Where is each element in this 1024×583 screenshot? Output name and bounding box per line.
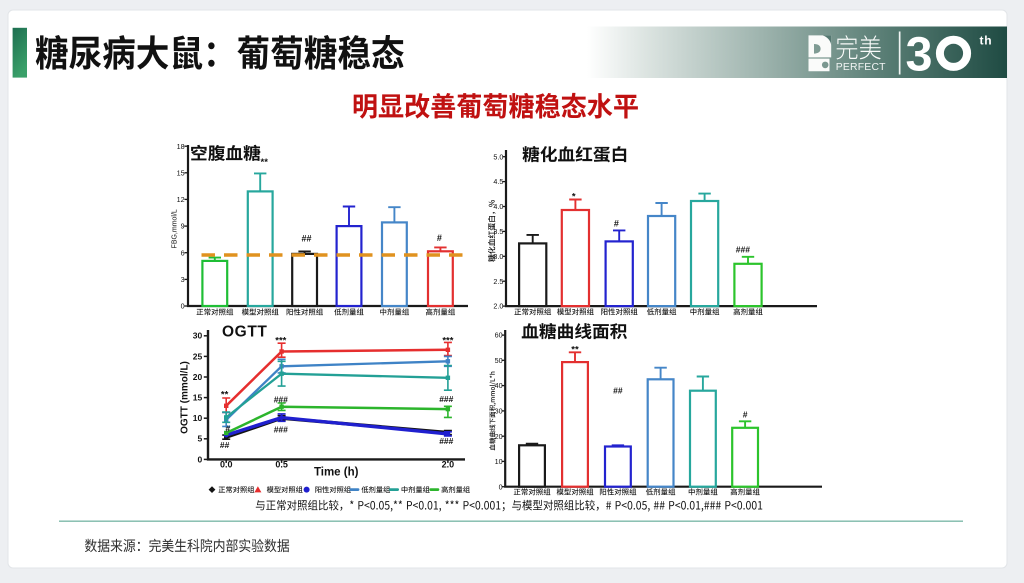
svg-text:OGTT (mmol/L): OGTT (mmol/L) (180, 361, 191, 434)
svg-text:60: 60 (495, 331, 503, 340)
svg-text:0.0: 0.0 (220, 460, 233, 470)
svg-text:*: * (572, 192, 576, 203)
svg-text:**: ** (261, 157, 269, 168)
svg-text:4.5: 4.5 (493, 177, 503, 186)
svg-text:0: 0 (499, 482, 503, 491)
svg-text:***: *** (275, 336, 286, 347)
svg-text:***: *** (442, 336, 453, 347)
svg-text:###: ### (274, 424, 288, 434)
svg-text:0: 0 (197, 454, 202, 464)
svg-text:#: # (437, 233, 442, 243)
svg-text:###: ### (736, 245, 750, 255)
svg-text:2.5: 2.5 (493, 277, 503, 286)
svg-text:2.0: 2.0 (442, 460, 455, 470)
svg-text:#: # (614, 219, 619, 229)
svg-text:6: 6 (181, 248, 185, 257)
svg-text:**: ** (571, 345, 579, 356)
svg-text:30: 30 (193, 331, 203, 341)
svg-text:10: 10 (193, 413, 203, 423)
svg-text:20: 20 (193, 372, 203, 382)
svg-text:30: 30 (495, 407, 503, 416)
svg-text:15: 15 (193, 393, 203, 403)
svg-text:FBG,mmol/L: FBG,mmol/L (172, 209, 179, 248)
svg-text:###: ### (274, 395, 288, 405)
svg-text:2.0: 2.0 (493, 302, 503, 311)
svg-text:##: ## (613, 386, 623, 396)
svg-text:4.0: 4.0 (493, 202, 503, 211)
svg-text:9: 9 (181, 222, 185, 231)
svg-text:3: 3 (906, 28, 933, 82)
svg-text:50: 50 (495, 356, 503, 365)
svg-text:3: 3 (181, 275, 185, 284)
svg-text:25: 25 (193, 351, 203, 361)
svg-text:0.5: 0.5 (275, 460, 288, 470)
svg-text:3.0: 3.0 (493, 252, 503, 261)
svg-text:th: th (980, 34, 993, 48)
svg-text:#: # (225, 424, 230, 434)
svg-text:40: 40 (495, 381, 503, 390)
svg-text:Time (h): Time (h) (314, 467, 359, 479)
svg-text:OGTT: OGTT (222, 324, 267, 341)
svg-text:5.0: 5.0 (493, 152, 503, 161)
svg-text:##: ## (301, 234, 311, 244)
svg-text:###: ### (439, 436, 453, 446)
svg-text:**: ** (221, 390, 229, 401)
svg-text:10: 10 (495, 457, 503, 466)
svg-text:#: # (743, 410, 748, 420)
svg-text:20: 20 (495, 432, 503, 441)
svg-text:5: 5 (197, 434, 202, 444)
svg-text:12: 12 (177, 195, 185, 204)
svg-text:18: 18 (177, 142, 185, 151)
svg-text:0: 0 (181, 302, 185, 311)
svg-text:##: ## (220, 440, 230, 450)
svg-text:###: ### (439, 394, 453, 404)
svg-text:PERFECT: PERFECT (836, 62, 886, 73)
svg-text:3.5: 3.5 (493, 227, 503, 236)
svg-text:15: 15 (177, 168, 185, 177)
